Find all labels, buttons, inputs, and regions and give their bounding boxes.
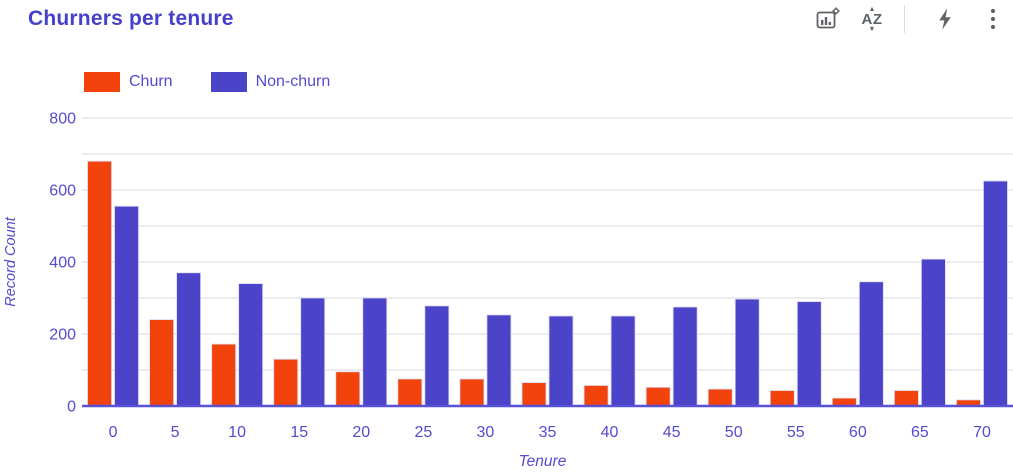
y-tick-label: 400: [49, 255, 76, 272]
x-tick-label: 40: [601, 424, 619, 441]
y-axis-title: Record Count: [3, 216, 19, 306]
bar-non-churn-30[interactable]: [486, 314, 512, 407]
chart-toolbar: ▲ AZ ▼: [810, 2, 1007, 36]
bar-non-churn-65[interactable]: [921, 258, 946, 407]
bar-non-churn-0[interactable]: [114, 205, 139, 407]
sort-az-icon: ▲ AZ ▼: [861, 5, 883, 33]
x-tick-label: 60: [849, 424, 867, 441]
x-tick-label: 5: [171, 424, 180, 441]
kebab-menu-icon: [990, 7, 996, 31]
bar-churn-55[interactable]: [769, 390, 795, 407]
bar-churn-35[interactable]: [521, 382, 547, 407]
y-tick-label: 0: [67, 399, 76, 416]
bar-non-churn-35[interactable]: [548, 315, 574, 407]
x-tick-label: 50: [725, 424, 743, 441]
bar-churn-5[interactable]: [149, 319, 175, 407]
bar-churn-0[interactable]: [87, 160, 112, 407]
bar-non-churn-60[interactable]: [858, 281, 884, 407]
x-tick-label: 65: [911, 424, 929, 441]
bar-non-churn-70[interactable]: [983, 180, 1008, 407]
x-tick-label: 20: [352, 424, 370, 441]
legend-item-non-churn[interactable]: Non-churn: [210, 72, 331, 92]
bar-non-churn-25[interactable]: [424, 305, 450, 407]
bar-churn-30[interactable]: [459, 378, 485, 407]
bar-non-churn-20[interactable]: [362, 297, 388, 407]
bar-churn-25[interactable]: [397, 378, 423, 407]
bar-churn-45[interactable]: [645, 386, 671, 407]
x-axis-title: Tenure: [519, 453, 567, 470]
x-tick-label: 45: [663, 424, 681, 441]
legend-label-churn: Churn: [129, 73, 173, 90]
bar-non-churn-15[interactable]: [300, 297, 326, 407]
bar-churn-15[interactable]: [273, 358, 299, 407]
y-tick-label: 800: [49, 111, 76, 128]
legend-item-churn[interactable]: Churn: [84, 72, 173, 92]
legend-swatch-non-churn: [210, 72, 247, 92]
bar-non-churn-10[interactable]: [238, 283, 264, 407]
bar-non-churn-40[interactable]: [610, 315, 636, 407]
x-tick-label: 35: [539, 424, 557, 441]
lightning-bolt-icon: [934, 7, 956, 31]
bar-churn-65[interactable]: [894, 390, 919, 407]
x-tick-label: 15: [290, 424, 308, 441]
sort-button[interactable]: ▲ AZ ▼: [854, 3, 890, 35]
legend-label-non-churn: Non-churn: [255, 73, 331, 90]
x-tick-label: 0: [109, 424, 118, 441]
chart-settings-button[interactable]: [810, 3, 846, 35]
toolbar-divider: [904, 5, 905, 33]
x-tick-label: 55: [787, 424, 805, 441]
bar-churn-50[interactable]: [707, 388, 733, 407]
x-tick-label: 10: [228, 424, 246, 441]
x-tick-label: 70: [973, 424, 991, 441]
bar-non-churn-55[interactable]: [796, 301, 822, 407]
quick-insights-button[interactable]: [927, 3, 963, 35]
x-tick-label: 25: [414, 424, 432, 441]
chart-legend: Churn Non-churn: [84, 72, 330, 92]
bar-churn-20[interactable]: [335, 371, 361, 407]
y-tick-label: 200: [49, 327, 76, 344]
more-options-button[interactable]: [979, 3, 1007, 35]
bar-non-churn-50[interactable]: [734, 298, 760, 407]
legend-swatch-churn: [84, 72, 120, 92]
bar-churn-10[interactable]: [211, 343, 237, 407]
bar-churn-40[interactable]: [583, 385, 609, 407]
bar-non-churn-45[interactable]: [672, 306, 698, 407]
chart-title: Churners per tenure: [28, 7, 234, 30]
bar-chart-gear-icon: [815, 6, 841, 32]
bar-non-churn-5[interactable]: [176, 272, 202, 407]
x-tick-label: 30: [477, 424, 495, 441]
y-tick-label: 600: [49, 183, 76, 200]
